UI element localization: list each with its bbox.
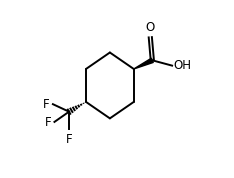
Text: F: F bbox=[43, 98, 50, 111]
Text: F: F bbox=[66, 133, 72, 146]
Text: F: F bbox=[45, 116, 51, 129]
Text: O: O bbox=[146, 21, 155, 34]
Polygon shape bbox=[134, 58, 153, 69]
Text: OH: OH bbox=[173, 59, 191, 72]
